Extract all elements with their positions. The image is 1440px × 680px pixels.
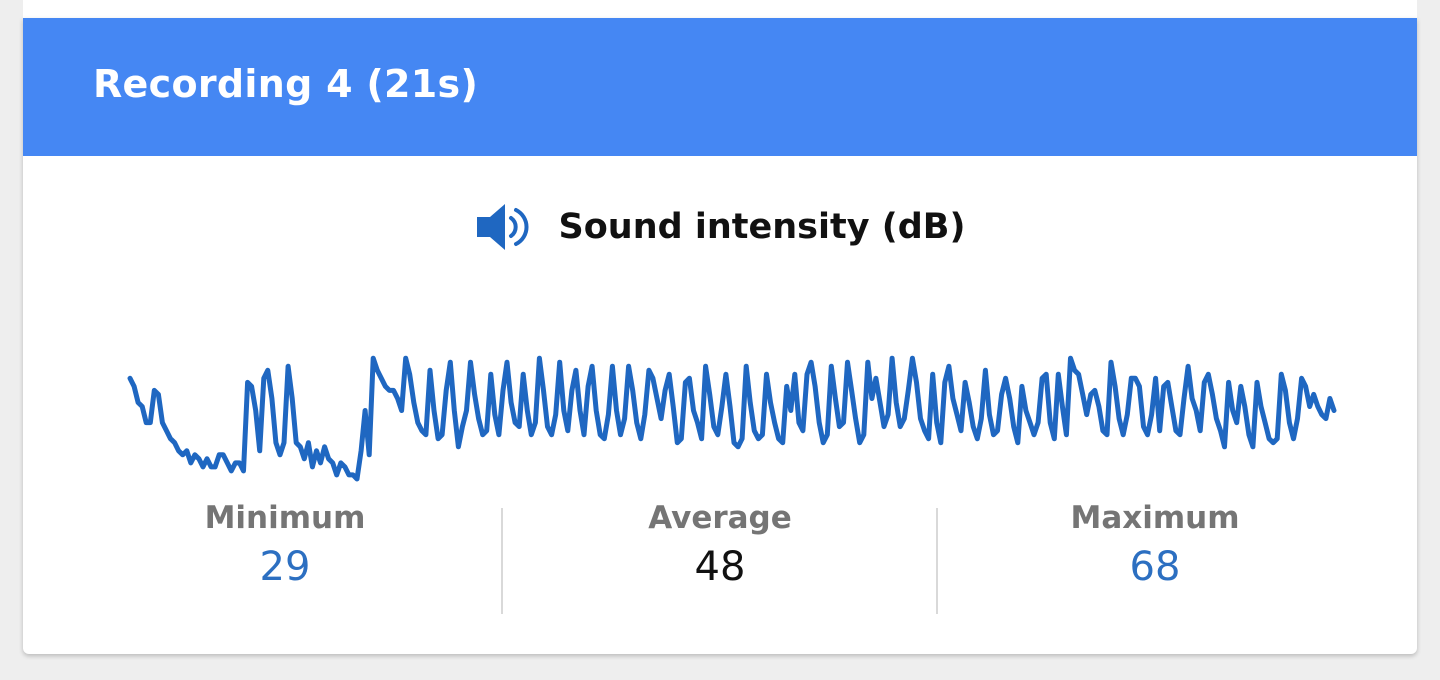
recording-header[interactable]: Recording 4 (21s) — [23, 18, 1417, 156]
minimum-value: 29 — [259, 544, 311, 590]
stat-divider — [501, 508, 503, 614]
stat-average: Average 48 — [570, 488, 870, 590]
stat-minimum: Minimum 29 — [135, 488, 435, 590]
recording-card: Recording 4 (21s) Sound intensity (dB) M… — [23, 18, 1417, 654]
sound-intensity-line — [127, 355, 1337, 482]
average-label: Average — [648, 500, 792, 536]
recording-title: Recording 4 (21s) — [93, 62, 479, 106]
stat-divider — [936, 508, 938, 614]
minimum-label: Minimum — [204, 500, 366, 536]
speaker-icon — [476, 204, 529, 250]
previous-card-edge — [23, 0, 1417, 18]
stat-maximum: Maximum 68 — [1005, 488, 1305, 590]
sound-intensity-label: Sound intensity (dB) — [558, 207, 966, 247]
maximum-value: 68 — [1129, 544, 1181, 590]
stats-row: Minimum 29 Average 48 Maximum 68 — [23, 488, 1417, 628]
maximum-label: Maximum — [1070, 500, 1240, 536]
average-value: 48 — [694, 544, 746, 590]
sound-intensity-heading: Sound intensity (dB) — [23, 200, 1417, 254]
sound-intensity-chart — [127, 355, 1337, 482]
